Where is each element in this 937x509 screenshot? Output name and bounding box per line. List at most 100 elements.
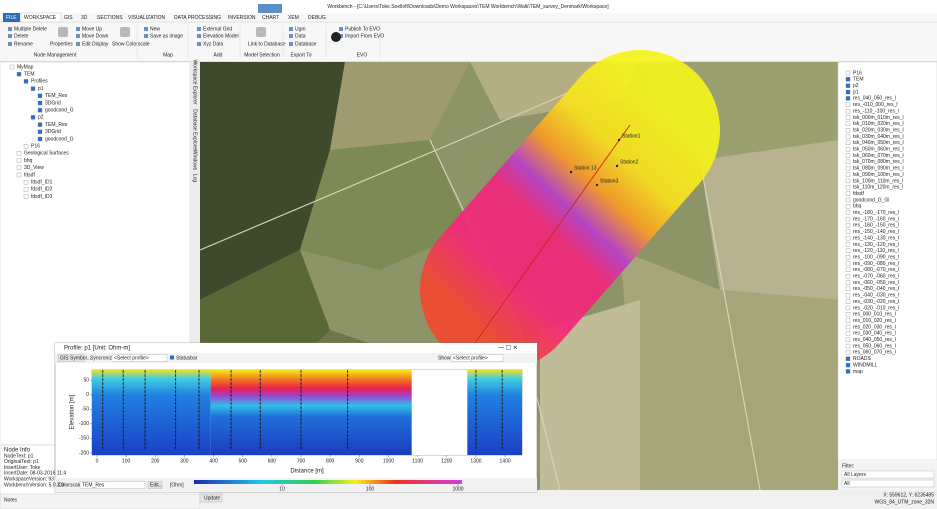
layer-checkbox[interactable] xyxy=(845,369,851,374)
layer-item[interactable]: res_060_070_res_l xyxy=(853,350,896,356)
show-select[interactable] xyxy=(450,354,504,362)
gis-symbol-button[interactable] xyxy=(57,354,85,362)
layer-checkbox[interactable] xyxy=(845,178,851,184)
ribbon-tab[interactable]: GIS xyxy=(64,15,73,21)
ribbon-tab[interactable]: VISUALIZATION xyxy=(128,15,166,21)
ribbon-tab[interactable]: INVERSION xyxy=(228,15,256,21)
layer-checkbox[interactable] xyxy=(845,350,851,355)
tree-item[interactable]: fdsdf_ID1 xyxy=(31,180,53,186)
tree-checkbox[interactable] xyxy=(37,93,43,98)
layer-item[interactable]: res_-140_-130_res_l xyxy=(853,235,899,241)
layer-checkbox[interactable] xyxy=(845,108,851,114)
tree-item[interactable]: fdsdf_ID2 xyxy=(31,187,53,193)
layer-item[interactable]: tsk_050m_060m_res_l xyxy=(853,147,904,153)
tree-checkbox[interactable] xyxy=(23,144,29,149)
layer-item[interactable]: tsk_060m_070m_res_l xyxy=(853,153,904,159)
ribbon-button[interactable]: External Grid xyxy=(203,26,232,32)
ribbon-button[interactable]: Multiple Delete xyxy=(14,26,47,32)
ribbon-tab[interactable]: WORKSPACE xyxy=(24,15,57,21)
ribbon-tab[interactable]: CHART xyxy=(262,15,279,21)
tree-checkbox[interactable] xyxy=(30,115,36,120)
layer-item[interactable]: tsk_030m_040m_res_l xyxy=(853,134,904,140)
layer-item[interactable]: ROADS xyxy=(853,356,871,362)
layer-checkbox[interactable] xyxy=(845,172,851,177)
tree-checkbox[interactable] xyxy=(16,172,22,178)
layer-checkbox[interactable] xyxy=(845,185,851,190)
layer-checkbox[interactable] xyxy=(845,159,851,165)
tree-checkbox[interactable] xyxy=(9,64,15,70)
layer-checkbox[interactable] xyxy=(845,331,851,336)
layer-checkbox[interactable] xyxy=(845,337,851,342)
ribbon-button[interactable]: Data xyxy=(295,33,306,39)
layer-item[interactable]: res_-030_-020_res_l xyxy=(853,299,899,305)
layer-item[interactable]: res_030_040_res_l xyxy=(853,331,896,337)
layer-item[interactable]: tsk_080m_090m_res_l xyxy=(853,166,904,172)
layer-item[interactable]: p2 xyxy=(853,83,859,89)
tree-checkbox[interactable] xyxy=(23,79,29,84)
layer-checkbox[interactable] xyxy=(845,223,851,228)
layer-item[interactable]: TEM xyxy=(853,77,864,83)
tree-item[interactable]: TEM xyxy=(24,72,35,78)
tree-checkbox[interactable] xyxy=(16,72,22,77)
side-tab[interactable]: Windows xyxy=(192,150,198,171)
layer-item[interactable]: res_-150_-140_res_l xyxy=(853,229,899,235)
layer-item[interactable]: res_000_010_res_l xyxy=(853,312,896,318)
ribbon-tab[interactable]: DATA PROCESSING xyxy=(174,15,221,21)
tree-checkbox[interactable] xyxy=(37,108,43,113)
sync-select[interactable] xyxy=(111,354,168,362)
tree-item[interactable]: 3DGrid xyxy=(45,129,61,135)
layer-item[interactable]: tsk_110m_120m_res_l xyxy=(853,185,903,191)
tree-item[interactable]: p1 xyxy=(38,86,44,92)
ribbon-button[interactable]: Xyz Data xyxy=(203,41,224,47)
ribbon-button[interactable]: Edit Display xyxy=(82,41,109,47)
ribbon-tab[interactable]: SECTIONS xyxy=(97,15,123,21)
layer-checkbox[interactable] xyxy=(845,343,851,349)
tree-item[interactable]: MyMap xyxy=(17,64,34,70)
tree-checkbox[interactable] xyxy=(16,158,22,163)
layer-item[interactable]: res_-090_-080_res_l xyxy=(853,261,899,267)
update-button[interactable] xyxy=(199,493,223,503)
layer-checkbox[interactable] xyxy=(845,77,851,82)
layer-checkbox[interactable] xyxy=(845,204,851,209)
layer-item[interactable]: res_020_030_res_l xyxy=(853,324,896,330)
layer-checkbox[interactable] xyxy=(845,318,851,323)
ribbon-button[interactable]: Save as image xyxy=(150,33,183,39)
layer-checkbox[interactable] xyxy=(845,147,851,152)
layer-item[interactable]: tsk_010m_020m_res_l xyxy=(853,121,904,127)
tree-item[interactable]: fdsdf xyxy=(24,172,35,178)
tree-item[interactable]: fdsdf_ID3 xyxy=(31,194,53,200)
layer-checkbox[interactable] xyxy=(845,312,851,317)
tree-checkbox[interactable] xyxy=(16,165,22,170)
layer-item[interactable]: tsk_000m_010m_res_l xyxy=(853,115,904,121)
station-marker[interactable] xyxy=(615,164,619,168)
tree-checkbox[interactable] xyxy=(23,194,29,199)
layer-filter-select[interactable] xyxy=(841,470,935,479)
layer-item[interactable]: P16 xyxy=(853,70,862,76)
layer-item[interactable]: res_-040_-030_res_l xyxy=(853,293,899,299)
layer-item[interactable]: map xyxy=(853,369,863,375)
ribbon-button[interactable]: Move Up xyxy=(82,26,102,32)
layer-checkbox[interactable] xyxy=(845,261,851,266)
tree-checkbox[interactable] xyxy=(37,100,43,106)
ribbon-tab[interactable]: 3D xyxy=(81,15,88,21)
layer-item[interactable]: WINDMILL xyxy=(853,362,878,368)
layer-checkbox[interactable] xyxy=(845,153,851,158)
tree-checkbox[interactable] xyxy=(23,180,29,185)
layer-checkbox[interactable] xyxy=(845,242,851,247)
layer-checkbox[interactable] xyxy=(845,140,851,146)
colorscale-select[interactable] xyxy=(79,481,146,489)
station-marker[interactable] xyxy=(595,183,599,187)
layer-checkbox[interactable] xyxy=(845,197,851,203)
layer-item[interactable]: tsk_090m_100m_res_l xyxy=(853,172,904,178)
statusbar-checkbox[interactable] xyxy=(170,355,174,360)
layer-item[interactable]: tsk_040m_050m_res_l xyxy=(853,140,904,146)
layer-checkbox[interactable] xyxy=(845,96,851,101)
tree-item[interactable]: goodcond_G xyxy=(45,108,74,114)
layer-checkbox[interactable] xyxy=(845,216,851,222)
tree-item[interactable]: 3DGrid xyxy=(45,100,61,106)
station-marker[interactable] xyxy=(569,170,573,174)
layer-checkbox[interactable] xyxy=(845,83,851,88)
layer-item[interactable]: res_-120_-110_res_l xyxy=(853,248,899,254)
layer-checkbox[interactable] xyxy=(845,229,851,234)
layer-item[interactable]: res_-130_-120_res_l xyxy=(853,242,899,248)
